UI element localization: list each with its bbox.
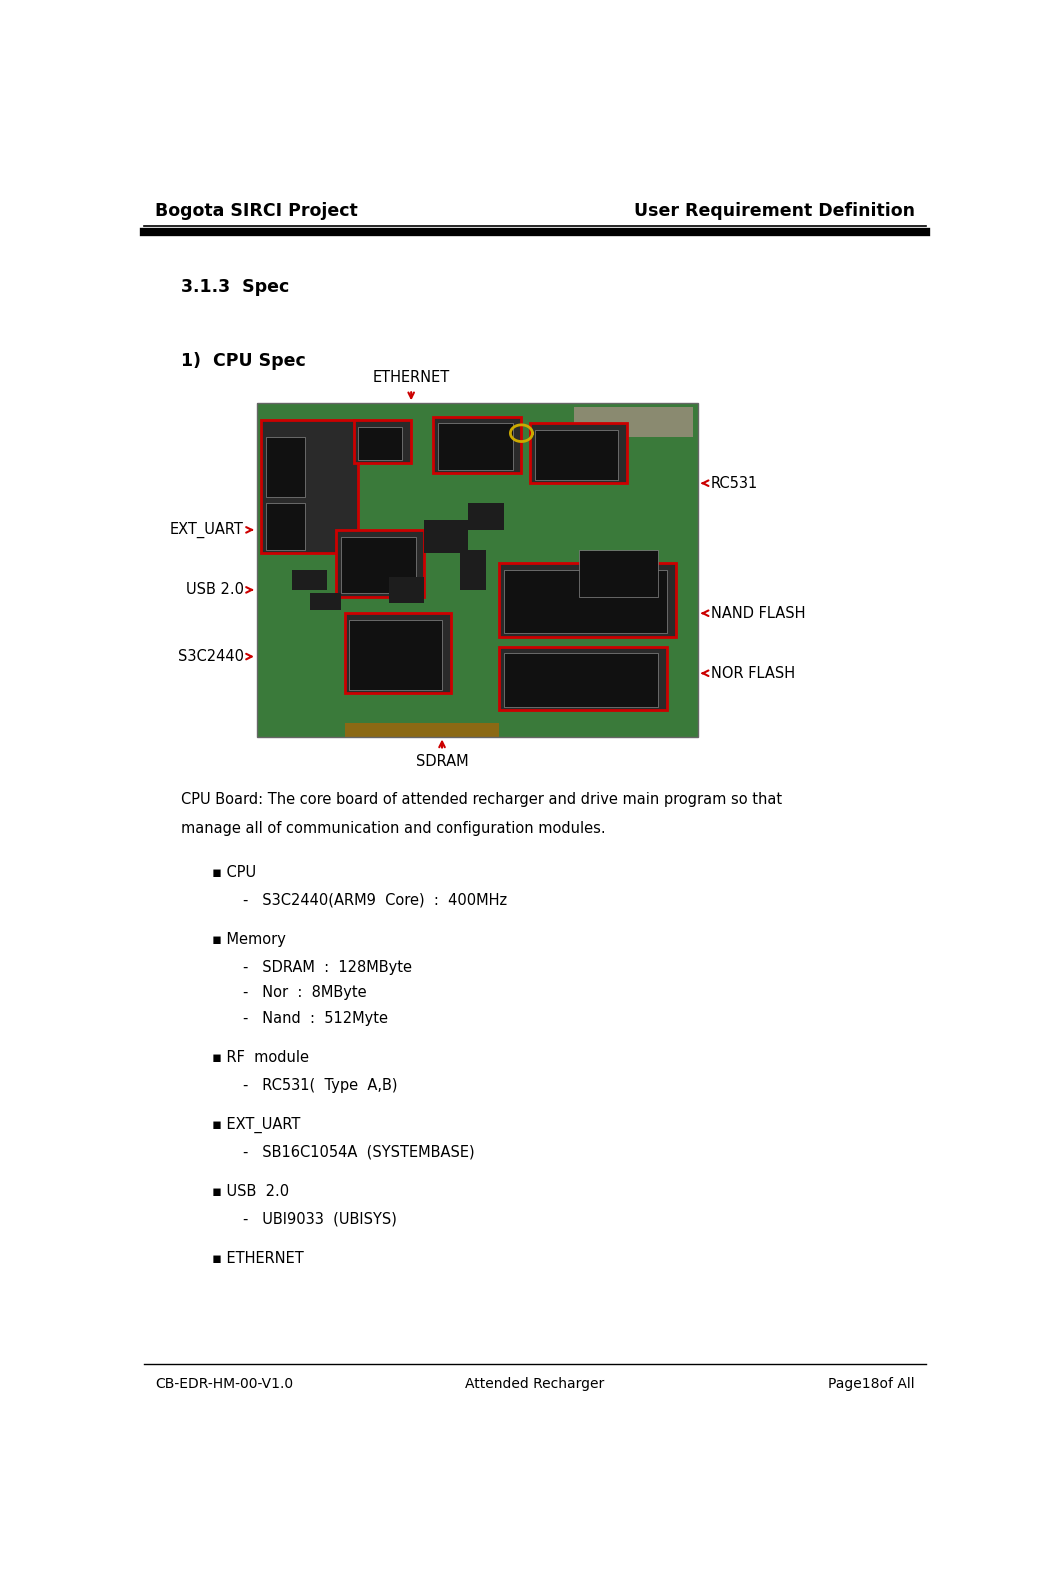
Text: Page18of All: Page18of All	[828, 1377, 915, 1392]
Bar	[499, 646, 667, 709]
Bar	[499, 563, 675, 637]
Bar	[350, 619, 442, 690]
Bar	[354, 419, 411, 463]
Bar	[345, 613, 451, 693]
Bar	[504, 571, 667, 634]
Bar	[459, 550, 487, 589]
Bar	[437, 424, 513, 470]
Bar	[292, 571, 328, 589]
Text: SDRAM: SDRAM	[416, 755, 469, 769]
Bar	[389, 577, 425, 604]
Text: ▪ CPU: ▪ CPU	[212, 865, 256, 879]
Bar	[574, 407, 693, 437]
Text: ▪ USB  2.0: ▪ USB 2.0	[212, 1184, 289, 1199]
Text: CPU Board: The core board of attended recharger and drive main program so that: CPU Board: The core board of attended re…	[181, 793, 782, 807]
Text: -   RC531(  Type  A,B): - RC531( Type A,B)	[243, 1078, 398, 1092]
Bar	[257, 403, 697, 736]
Text: ▪ RF  module: ▪ RF module	[212, 1050, 309, 1065]
Text: 1)  CPU Spec: 1) CPU Spec	[181, 353, 306, 370]
Text: NOR FLASH: NOR FLASH	[711, 665, 796, 681]
Text: -   Nor  :  8MByte: - Nor : 8MByte	[243, 985, 366, 1001]
Text: EXT_UART: EXT_UART	[170, 522, 243, 537]
Bar	[336, 530, 425, 597]
Bar	[425, 520, 469, 553]
Bar	[261, 419, 358, 553]
Bar	[310, 593, 340, 610]
Text: S3C2440: S3C2440	[177, 649, 243, 663]
Bar	[265, 437, 305, 496]
Bar	[578, 550, 658, 597]
Text: 3.1.3  Spec: 3.1.3 Spec	[181, 279, 289, 296]
Text: -   SDRAM  :  128MByte: - SDRAM : 128MByte	[243, 960, 412, 976]
Bar	[433, 416, 521, 473]
Text: ▪ Memory: ▪ Memory	[212, 931, 286, 947]
Text: ▪ EXT_UART: ▪ EXT_UART	[212, 1117, 301, 1133]
Bar	[265, 503, 305, 550]
Text: -   UBI9033  (UBISYS): - UBI9033 (UBISYS)	[243, 1212, 397, 1226]
Text: ETHERNET: ETHERNET	[373, 370, 450, 386]
Text: -   S3C2440(ARM9  Core)  :  400MHz: - S3C2440(ARM9 Core) : 400MHz	[243, 894, 507, 908]
Bar	[358, 427, 402, 460]
Text: CB-EDR-HM-00-V1.0: CB-EDR-HM-00-V1.0	[156, 1377, 293, 1392]
Bar	[345, 723, 499, 736]
Bar	[469, 503, 504, 530]
Text: -   Nand  :  512Myte: - Nand : 512Myte	[243, 1010, 388, 1026]
Text: User Requirement Definition: User Requirement Definition	[634, 202, 915, 219]
Text: manage all of communication and configuration modules.: manage all of communication and configur…	[181, 821, 606, 837]
Text: USB 2.0: USB 2.0	[186, 583, 243, 597]
Bar	[340, 536, 416, 593]
Bar	[535, 430, 618, 479]
Text: -   SB16C1054A  (SYSTEMBASE): - SB16C1054A (SYSTEMBASE)	[243, 1144, 475, 1160]
Text: NAND FLASH: NAND FLASH	[711, 605, 806, 621]
Text: Attended Recharger: Attended Recharger	[466, 1377, 604, 1392]
Bar	[257, 403, 697, 736]
Text: ▪ ETHERNET: ▪ ETHERNET	[212, 1251, 304, 1266]
Text: Bogota SIRCI Project: Bogota SIRCI Project	[156, 202, 358, 219]
Bar	[530, 424, 627, 484]
Bar	[504, 652, 658, 706]
Text: RC531: RC531	[711, 476, 758, 490]
